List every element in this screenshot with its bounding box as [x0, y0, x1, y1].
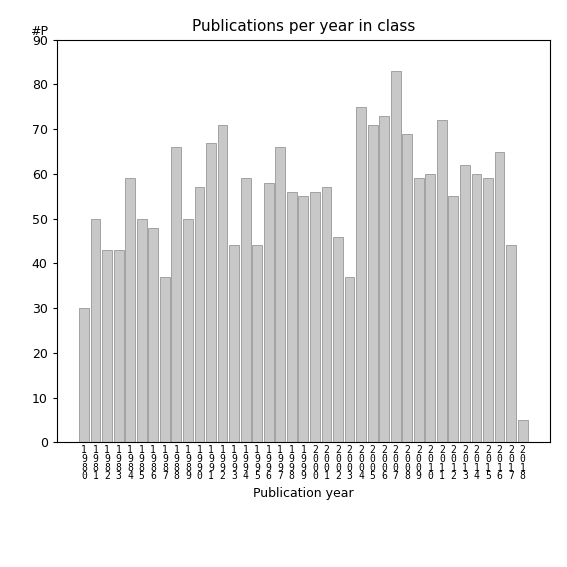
Bar — [321, 187, 331, 442]
Bar — [356, 107, 366, 442]
Bar — [518, 420, 527, 442]
Bar — [425, 174, 435, 442]
Bar — [367, 125, 378, 442]
Bar — [506, 246, 516, 442]
Bar — [149, 227, 158, 442]
Bar — [403, 134, 412, 442]
Bar — [194, 187, 204, 442]
Bar — [310, 192, 320, 442]
Bar — [252, 246, 262, 442]
Bar — [137, 219, 147, 442]
Bar — [345, 277, 354, 442]
Bar — [114, 250, 124, 442]
Text: #P: #P — [29, 25, 48, 37]
Bar — [160, 277, 170, 442]
Bar — [414, 179, 424, 442]
Bar — [472, 174, 481, 442]
Bar — [437, 120, 447, 442]
Title: Publications per year in class: Publications per year in class — [192, 19, 415, 35]
Bar — [264, 183, 274, 442]
Bar — [333, 236, 343, 442]
Bar — [125, 179, 135, 442]
Bar — [287, 192, 297, 442]
Bar — [102, 250, 112, 442]
Bar — [183, 219, 193, 442]
Bar — [494, 151, 505, 442]
Bar — [298, 196, 308, 442]
Bar — [460, 165, 470, 442]
X-axis label: Publication year: Publication year — [253, 487, 354, 500]
Bar — [218, 125, 227, 442]
Bar — [206, 142, 216, 442]
Bar — [276, 147, 285, 442]
Bar — [379, 116, 389, 442]
Bar — [448, 196, 458, 442]
Bar — [483, 179, 493, 442]
Bar — [91, 219, 100, 442]
Bar — [79, 308, 89, 442]
Bar — [391, 71, 401, 442]
Bar — [171, 147, 181, 442]
Bar — [229, 246, 239, 442]
Bar — [241, 179, 251, 442]
